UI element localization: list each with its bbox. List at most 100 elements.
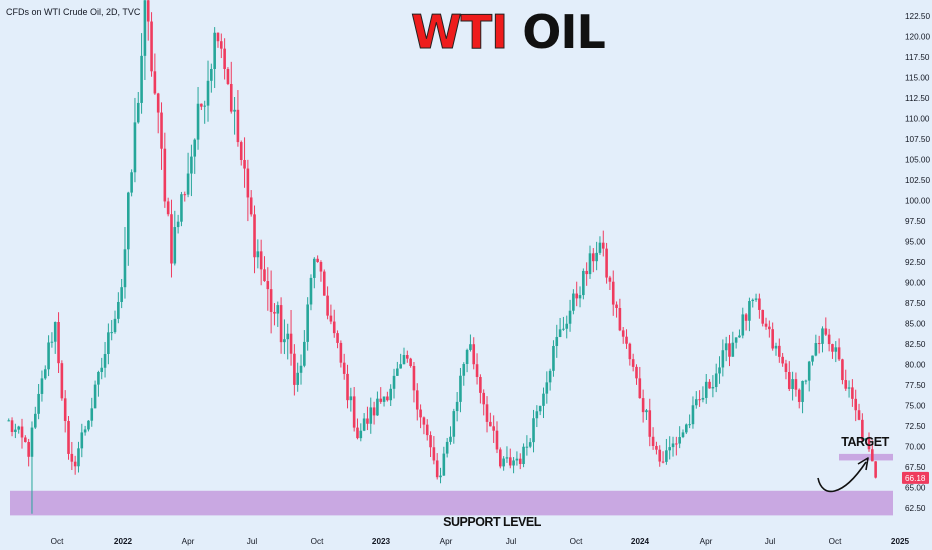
candle-body	[366, 418, 369, 424]
candle-body	[349, 396, 353, 401]
candle-body	[532, 418, 535, 443]
candle-body	[289, 333, 293, 354]
candle-body	[193, 139, 197, 157]
candle-body	[409, 358, 412, 367]
y-tick-label: 115.00	[905, 74, 930, 83]
y-tick-label: 122.50	[905, 12, 930, 21]
candle-body	[63, 398, 67, 422]
candle-body	[276, 305, 280, 314]
candle-body	[472, 344, 476, 365]
candle-body	[724, 343, 728, 351]
candle-body	[226, 68, 230, 84]
candle-body	[73, 461, 77, 467]
x-tick-label: Oct	[51, 537, 64, 546]
candle-body	[761, 309, 765, 324]
candle-body	[415, 390, 419, 410]
candle-body	[492, 426, 495, 431]
candle-body	[326, 295, 329, 316]
candle-body	[528, 442, 532, 447]
candle-body	[77, 448, 80, 467]
candle-body	[266, 281, 270, 290]
candle-body	[811, 355, 814, 362]
candle-body	[303, 341, 306, 366]
y-tick-label: 97.50	[905, 217, 926, 226]
candle-body	[249, 197, 253, 215]
candle-body	[186, 173, 190, 195]
candle-body	[389, 388, 392, 401]
candle-body	[87, 420, 90, 430]
candle-body	[256, 251, 260, 258]
candle-body	[286, 333, 290, 340]
candle-body	[582, 270, 585, 296]
candle-body	[342, 362, 346, 374]
candle-body	[103, 353, 107, 368]
candle-body	[163, 148, 167, 202]
candle-body	[592, 253, 595, 262]
candle-body	[146, 0, 150, 22]
candle-body	[864, 438, 867, 441]
candle-body	[67, 421, 70, 454]
candle-body	[322, 271, 326, 296]
candle-body	[545, 382, 549, 394]
candle-body	[253, 214, 256, 258]
candle-body	[552, 345, 555, 371]
candle-body	[787, 372, 791, 389]
candle-body	[30, 427, 34, 457]
candle-body	[24, 437, 27, 443]
x-tick-label: Oct	[311, 537, 324, 546]
y-tick-label: 95.00	[905, 238, 926, 247]
candle-body	[263, 269, 266, 282]
candle-body	[356, 427, 359, 439]
candle-body	[495, 430, 499, 450]
candle-body	[406, 355, 409, 359]
candle-body	[14, 429, 17, 432]
candle-body	[425, 424, 429, 436]
candle-body	[452, 411, 456, 437]
y-tick-label: 87.50	[905, 299, 926, 308]
y-tick-label: 75.00	[905, 402, 926, 411]
candle-body	[196, 103, 200, 140]
candle-body	[704, 381, 708, 398]
candle-body	[741, 314, 745, 336]
candle-body	[655, 445, 658, 450]
candle-body	[399, 364, 402, 369]
candle-body	[465, 349, 469, 364]
candle-body	[93, 384, 97, 409]
candle-body	[229, 83, 233, 112]
candle-body	[306, 304, 309, 342]
candle-body	[615, 304, 618, 309]
candle-body	[588, 253, 592, 275]
candle-body	[150, 21, 153, 72]
candle-body	[678, 437, 681, 444]
candle-body	[40, 378, 44, 394]
candle-body	[259, 251, 263, 270]
candle-body	[100, 367, 104, 373]
candle-body	[821, 328, 824, 344]
candle-body	[635, 366, 638, 379]
symbol-label: CFDs on WTI Crude Oil, 2D, TVC	[6, 7, 141, 17]
candle-body	[346, 373, 349, 401]
x-tick-label: Oct	[570, 537, 583, 546]
candle-body	[608, 277, 612, 282]
candle-body	[203, 105, 206, 107]
candle-body	[661, 461, 665, 463]
candle-body	[120, 287, 123, 302]
candle-body	[871, 449, 874, 462]
candle-body	[220, 41, 223, 49]
candle-body	[691, 405, 695, 425]
candle-body	[156, 93, 160, 113]
candle-body	[445, 441, 449, 454]
y-tick-label: 85.00	[905, 320, 926, 329]
candle-body	[628, 343, 632, 360]
candle-body	[685, 424, 688, 433]
candle-body	[379, 398, 383, 402]
candle-body	[621, 330, 625, 337]
candle-body	[269, 289, 273, 312]
candle-body	[867, 438, 871, 450]
candle-body	[784, 363, 788, 373]
candle-body	[851, 387, 854, 399]
candle-body	[432, 447, 436, 461]
candle-body	[90, 408, 94, 421]
candle-body	[130, 172, 133, 193]
